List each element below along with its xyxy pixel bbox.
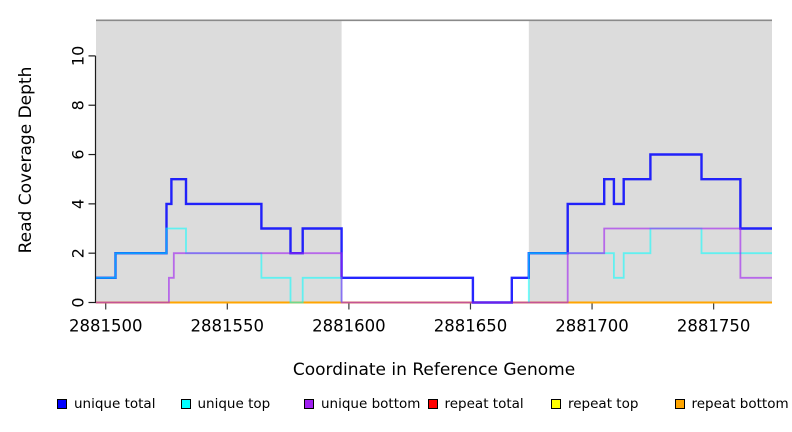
legend-item-repeat-bottom: repeat bottom (674, 396, 789, 412)
legend-swatch (304, 399, 314, 409)
legend-item-unique-bottom: unique bottom (304, 396, 420, 412)
shaded-region (96, 20, 342, 303)
y-tick-label: 4 (69, 199, 88, 209)
legend-label: unique top (197, 396, 271, 412)
legend: unique total unique top unique bottom repea… (0, 396, 792, 416)
legend-swatch (674, 399, 685, 409)
legend-item-unique-total: unique total (57, 396, 155, 412)
legend-item-unique-top: unique top (180, 396, 271, 412)
legend-item-repeat-top: repeat top (551, 396, 638, 412)
legend-swatch (57, 399, 67, 409)
x-axis-title: Coordinate in Reference Genome (292, 360, 576, 380)
y-axis-title: Read Coverage Depth (16, 66, 36, 254)
x-tick-label: 2881700 (555, 317, 629, 336)
x-tick-label: 2881650 (434, 317, 508, 336)
y-tick-label: 0 (69, 297, 88, 307)
legend-item-repeat-total: repeat total (427, 396, 524, 412)
legend-label: unique total (74, 396, 156, 412)
y-tick-label: 2 (69, 248, 88, 258)
coverage-plot: 0 2 4 6 8 10 2881500 2881550 2881600 2881650 28817… (69, 19, 772, 336)
legend-swatch (551, 399, 561, 409)
legend-label: repeat total (444, 396, 524, 412)
x-tick-label: 2881550 (191, 317, 265, 336)
legend-label: repeat bottom (691, 396, 789, 412)
x-tick-label: 2881500 (69, 317, 143, 336)
series-unique-bottom (96, 227, 772, 304)
legend-label: unique bottom (321, 396, 421, 412)
legend-swatch (180, 399, 191, 409)
x-tick-label: 2881600 (312, 317, 386, 336)
x-tick-label: 2881750 (677, 317, 751, 336)
y-tick-label: 8 (69, 100, 88, 110)
y-tick-label: 10 (69, 46, 88, 66)
y-tick-label: 6 (69, 149, 88, 159)
legend-swatch (427, 399, 438, 409)
legend-label: repeat top (568, 396, 639, 412)
